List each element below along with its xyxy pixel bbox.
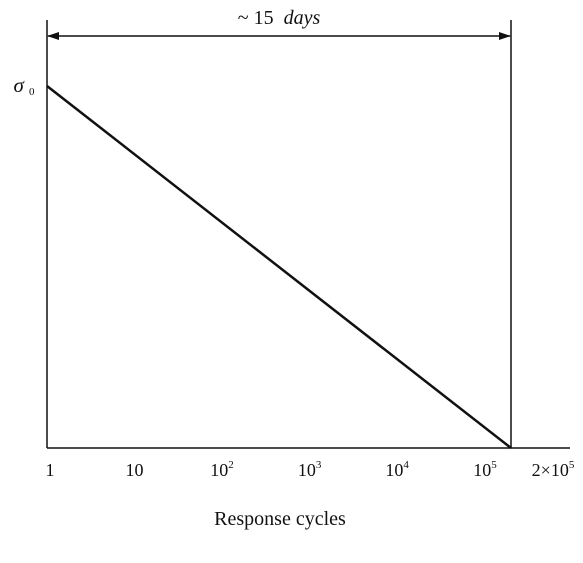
span-annotation-label: ~ 15 days [238,7,321,29]
sigma-subscript: 0 [29,86,35,98]
x-tick-label: 2×105 [532,459,575,480]
span-annotation-unit: days [284,7,321,29]
x-tick-label: 1 [46,460,55,480]
x-tick-label: 102 [210,459,234,480]
x-tick-labels: 1 10 102 103 104 105 2×105 [46,459,575,480]
x-tick-label: 105 [473,459,497,480]
x-tick-label: 104 [385,459,409,480]
span-annotation-prefix: ~ 15 [238,7,274,29]
y-axis-top-label: σ 0 [13,73,35,98]
x-tick-label: 10 [126,460,144,480]
sigma-symbol: σ [13,73,25,97]
series-line [46,85,512,449]
x-tick-label: 103 [298,459,322,480]
series-lines [46,85,512,449]
x-axis-title: Response cycles [214,508,346,530]
